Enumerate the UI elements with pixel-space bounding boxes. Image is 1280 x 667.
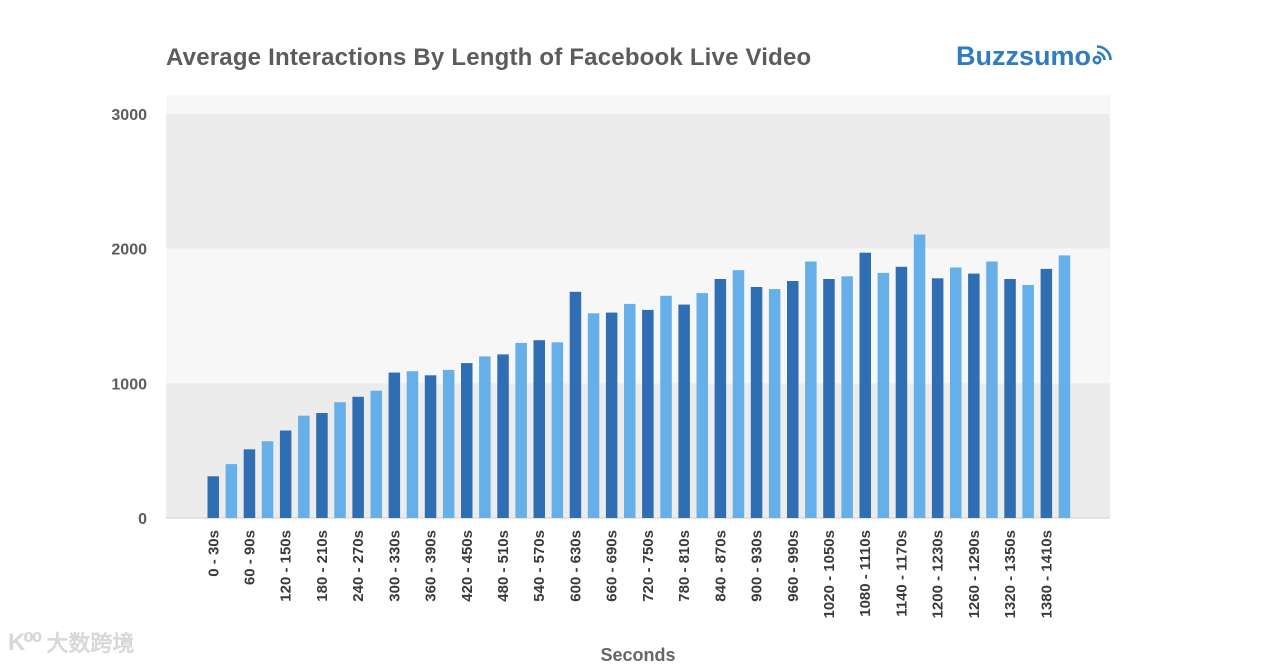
bar — [714, 279, 727, 518]
brand-name: Buzzsumo — [956, 40, 1091, 71]
x-tick-label: 1080 - 1110s — [857, 530, 874, 617]
x-axis-title: Seconds — [600, 645, 675, 665]
bar — [243, 449, 256, 518]
x-tick-label: 780 - 810s — [676, 530, 693, 602]
bar — [225, 464, 238, 518]
bar — [732, 270, 745, 518]
x-tick-label: 1380 - 1410s — [1038, 530, 1055, 618]
bar — [515, 342, 527, 518]
bar — [334, 402, 346, 518]
x-tick-label: 1200 - 1230s — [930, 530, 947, 618]
grid-band — [166, 95, 1110, 114]
bar — [696, 293, 708, 518]
x-tick-label: 1260 - 1290s — [966, 530, 983, 618]
buzzsumo-logo: Buzzsumo — [956, 38, 1116, 74]
chart-title: Average Interactions By Length of Facebo… — [166, 44, 812, 71]
bar — [823, 279, 835, 518]
bar — [895, 266, 908, 518]
x-tick-label: 1140 - 1170s — [893, 530, 910, 617]
bar — [787, 281, 799, 518]
x-tick-label: 60 - 90s — [242, 530, 259, 585]
x-tick-label: 720 - 750s — [640, 530, 657, 602]
y-tick-label: 0 — [138, 511, 147, 528]
bar — [551, 342, 564, 518]
bar — [261, 441, 274, 518]
bar — [968, 273, 980, 518]
bar — [931, 278, 944, 518]
bar — [1004, 279, 1016, 518]
y-tick-label: 1000 — [111, 376, 147, 393]
bar — [479, 356, 491, 518]
bar — [678, 304, 690, 518]
signal-icon — [1092, 45, 1112, 65]
x-tick-label: 600 - 630s — [568, 530, 585, 602]
x-tick-label: 240 - 270s — [350, 530, 367, 602]
y-axis-ticks: 0 1000 2000 3000 — [111, 107, 147, 528]
x-tick-label: 360 - 390s — [423, 530, 440, 602]
x-tick-label: 180 - 210s — [314, 530, 331, 602]
bar — [388, 372, 401, 518]
bar — [986, 261, 998, 518]
bar — [370, 390, 382, 518]
bar — [352, 396, 364, 518]
bar — [1040, 268, 1053, 518]
bar — [877, 272, 890, 518]
x-tick-label: 1020 - 1050s — [821, 530, 838, 618]
x-tick-label: 0 - 30s — [205, 530, 222, 577]
bar — [805, 261, 817, 518]
bar — [533, 340, 545, 518]
bar — [461, 363, 473, 518]
bar — [279, 430, 292, 518]
bar — [660, 295, 672, 518]
x-tick-label: 120 - 150s — [278, 530, 295, 602]
x-tick-label: 960 - 990s — [785, 530, 802, 602]
bar — [841, 276, 853, 518]
bar — [316, 413, 328, 518]
watermark-text: 大数跨境 — [46, 631, 135, 656]
bar — [605, 312, 618, 518]
grid-band — [166, 114, 1110, 249]
x-axis-ticks: 0 - 30s 60 - 90s 120 - 150s 180 - 210s 240 -… — [205, 530, 1055, 618]
x-tick-label: 420 - 450s — [459, 530, 476, 602]
bar — [859, 252, 871, 518]
bar — [950, 267, 962, 518]
watermark: K⁰⁰ 大数跨境 — [8, 626, 134, 658]
bar — [406, 371, 419, 518]
y-tick-label: 3000 — [111, 107, 147, 124]
bar — [768, 289, 781, 518]
bar — [207, 476, 219, 518]
x-tick-label: 660 - 690s — [604, 530, 621, 602]
x-tick-label: 540 - 570s — [531, 530, 548, 602]
bar — [424, 375, 437, 518]
y-tick-label: 2000 — [111, 242, 147, 259]
bar — [624, 303, 636, 518]
x-tick-label: 840 - 870s — [712, 530, 729, 602]
bars — [207, 234, 1071, 518]
bar — [1022, 285, 1034, 518]
bar — [587, 313, 600, 518]
bar — [913, 234, 926, 518]
x-tick-label: 900 - 930s — [749, 530, 766, 602]
x-tick-label: 300 - 330s — [386, 530, 403, 602]
watermark-logo-icon: K⁰⁰ — [8, 628, 42, 656]
bar — [642, 309, 654, 518]
x-tick-label: 480 - 510s — [495, 530, 512, 602]
bar — [1058, 255, 1071, 518]
bar — [750, 287, 763, 518]
bar — [442, 369, 455, 518]
bar — [569, 291, 582, 518]
x-tick-label: 1320 - 1350s — [1002, 530, 1019, 618]
bar — [298, 415, 310, 518]
bar — [497, 354, 509, 518]
